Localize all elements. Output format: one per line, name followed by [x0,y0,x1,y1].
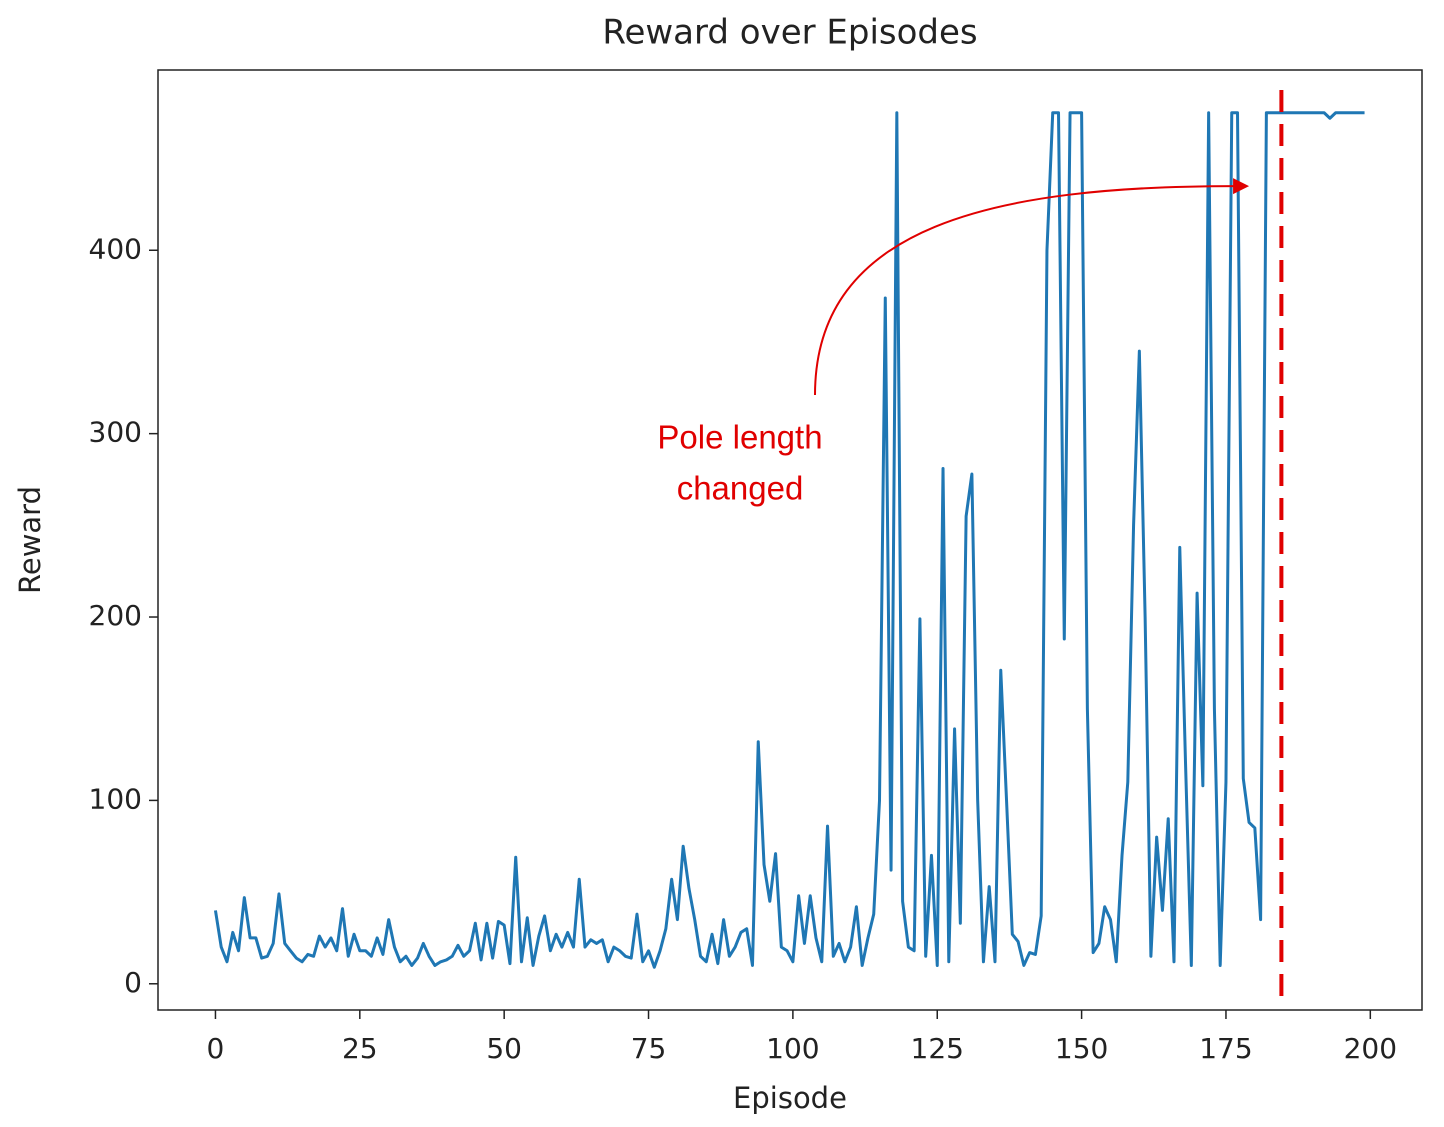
y-tick-label: 200 [89,599,142,632]
y-axis-label: Reward [13,486,47,594]
x-tick-label: 150 [1055,1032,1108,1065]
y-tick-label: 0 [124,966,142,999]
chart-title: Reward over Episodes [602,13,977,53]
plot-frame [157,69,1423,1011]
y-tick-label: 100 [89,782,142,815]
annotation-text: Pole length [657,419,822,456]
x-tick-label: 125 [911,1032,964,1065]
x-tick-label: 50 [486,1032,522,1065]
x-tick-label: 200 [1344,1032,1397,1065]
y-tick-label: 400 [89,232,142,265]
x-tick-label: 0 [207,1032,225,1065]
y-tick-label: 300 [89,416,142,449]
annotation-arrowhead [1233,178,1250,195]
data-line [213,111,1365,969]
x-tick-label: 175 [1199,1032,1252,1065]
x-axis-label: Episode [733,1081,847,1115]
x-tick-label: 25 [342,1032,378,1065]
annotation-arrow [814,185,1236,396]
x-tick-label: 75 [631,1032,667,1065]
annotation-text: changed [677,470,804,507]
x-tick-label: 100 [766,1032,819,1065]
